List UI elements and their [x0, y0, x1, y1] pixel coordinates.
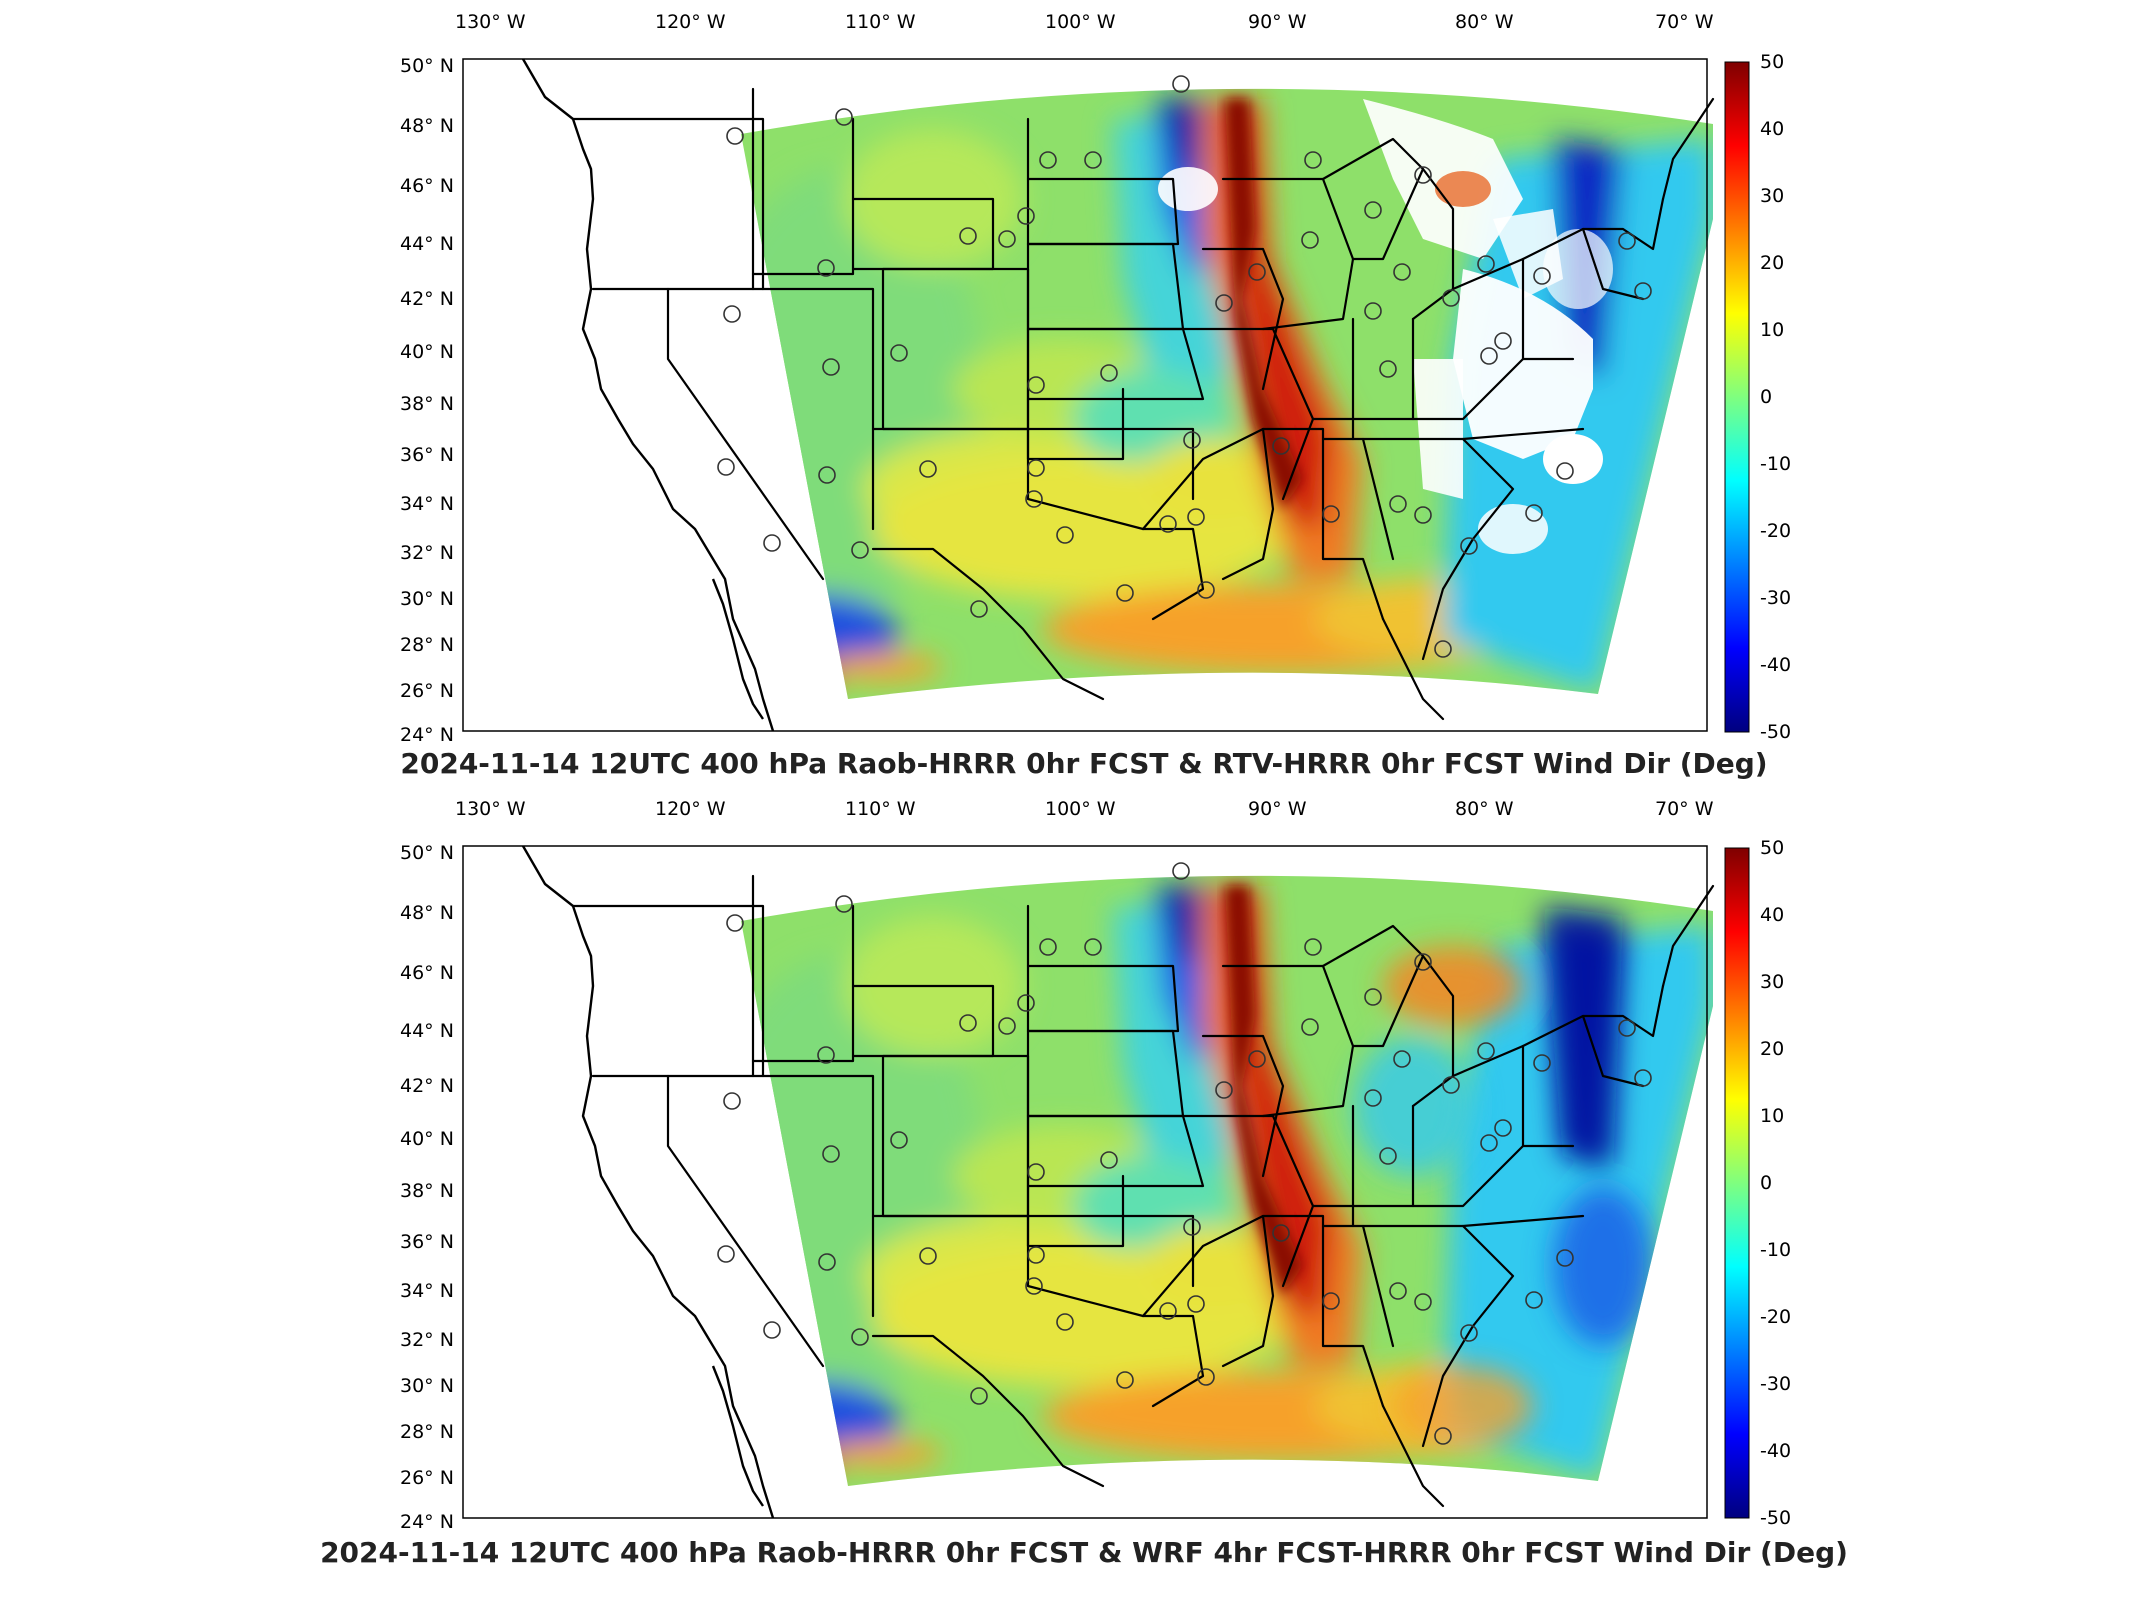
lon-label: 130° W: [455, 798, 526, 820]
lon-label: 110° W: [845, 798, 916, 820]
colorbar-tick: -30: [1760, 587, 1791, 609]
lat-label: 36° N: [400, 444, 454, 466]
lon-label: 80° W: [1455, 11, 1514, 33]
lat-label: 38° N: [400, 393, 454, 415]
colorbar-tick: 30: [1760, 971, 1784, 993]
colorbar-tick: 40: [1760, 904, 1784, 926]
colorbar-tick: 10: [1760, 319, 1784, 341]
colorbar-top: 50 40 30 20 10 0 -10 -20 -30 -40 -50: [1724, 51, 1791, 743]
colorbar-tick: -50: [1760, 721, 1791, 743]
lat-label: 50° N: [400, 842, 454, 864]
lat-label: 32° N: [400, 542, 454, 564]
lat-label: 42° N: [400, 288, 454, 310]
colorbar-tick: 0: [1760, 1172, 1772, 1194]
lat-label: 24° N: [400, 724, 454, 746]
station-markers: [717, 862, 1652, 1445]
colorbar-tick: -50: [1760, 1507, 1791, 1529]
lat-label: 40° N: [400, 341, 454, 363]
colorbar-tick: -20: [1760, 1306, 1791, 1328]
panel-top: 130° W 120° W 110° W 100° W 90° W 80° W …: [400, 11, 1791, 780]
lat-label: 26° N: [400, 680, 454, 702]
lat-labels-bottom: 50° N 48° N 46° N 44° N 42° N 40° N 38° …: [400, 842, 454, 1533]
lat-label: 48° N: [400, 902, 454, 924]
colorbar-tick: -20: [1760, 520, 1791, 542]
lat-label: 36° N: [400, 1231, 454, 1253]
lat-label: 30° N: [400, 1375, 454, 1397]
colorbar-tick: 40: [1760, 118, 1784, 140]
colorbar-tick: 50: [1760, 51, 1784, 73]
lon-label: 100° W: [1045, 11, 1116, 33]
lon-label: 100° W: [1045, 798, 1116, 820]
panel-title: 2024-11-14 12UTC 400 hPa Raob-HRRR 0hr F…: [320, 1536, 1848, 1569]
station-markers: [717, 75, 1652, 658]
map-bottom: [462, 845, 1723, 1526]
colorbar-tick: 50: [1760, 837, 1784, 859]
lat-label: 46° N: [400, 175, 454, 197]
colorbar-tick: 0: [1760, 386, 1772, 408]
lat-label: 34° N: [400, 1280, 454, 1302]
lat-label: 48° N: [400, 115, 454, 137]
lat-label: 40° N: [400, 1128, 454, 1150]
lat-label: 38° N: [400, 1180, 454, 1202]
lat-label: 30° N: [400, 588, 454, 610]
colorbar-tick: -10: [1760, 453, 1791, 475]
panel-title: 2024-11-14 12UTC 400 hPa Raob-HRRR 0hr F…: [400, 747, 1767, 780]
state-borders: [521, 58, 1715, 732]
colorbar-tick: -10: [1760, 1239, 1791, 1261]
map-top: [462, 58, 1723, 739]
lon-label: 120° W: [655, 798, 726, 820]
lat-label: 24° N: [400, 1511, 454, 1533]
lon-label: 70° W: [1655, 798, 1714, 820]
colorbar-tick: 20: [1760, 1038, 1784, 1060]
state-borders: [521, 845, 1715, 1519]
lat-label: 34° N: [400, 493, 454, 515]
lon-label: 110° W: [845, 11, 916, 33]
colorbar-tick: -40: [1760, 654, 1791, 676]
colorbar-tick: -40: [1760, 1440, 1791, 1462]
lon-label: 130° W: [455, 11, 526, 33]
lat-label: 28° N: [400, 1421, 454, 1443]
lon-labels-bottom: 130° W 120° W 110° W 100° W 90° W 80° W …: [455, 798, 1714, 820]
lon-label: 80° W: [1455, 798, 1514, 820]
lon-label: 90° W: [1248, 798, 1307, 820]
lat-label: 32° N: [400, 1329, 454, 1351]
colorbar-bottom: 50 40 30 20 10 0 -10 -20 -30 -40 -50: [1724, 837, 1791, 1529]
lon-labels-top: 130° W 120° W 110° W 100° W 90° W 80° W …: [455, 11, 1714, 33]
lat-label: 26° N: [400, 1467, 454, 1489]
panel-bottom: 130° W 120° W 110° W 100° W 90° W 80° W …: [320, 798, 1848, 1569]
lat-labels-top: 50° N 48° N 46° N 44° N 42° N 40° N 38° …: [400, 55, 454, 746]
lon-label: 90° W: [1248, 11, 1307, 33]
lat-label: 50° N: [400, 55, 454, 77]
lon-label: 120° W: [655, 11, 726, 33]
colorbar-tick: 30: [1760, 185, 1784, 207]
colorbar-tick: 20: [1760, 252, 1784, 274]
colorbar-tick: 10: [1760, 1105, 1784, 1127]
lat-label: 28° N: [400, 634, 454, 656]
lat-label: 42° N: [400, 1075, 454, 1097]
lat-label: 44° N: [400, 1020, 454, 1042]
lat-label: 46° N: [400, 962, 454, 984]
lat-label: 44° N: [400, 233, 454, 255]
lon-label: 70° W: [1655, 11, 1714, 33]
colorbar-tick: -30: [1760, 1373, 1791, 1395]
